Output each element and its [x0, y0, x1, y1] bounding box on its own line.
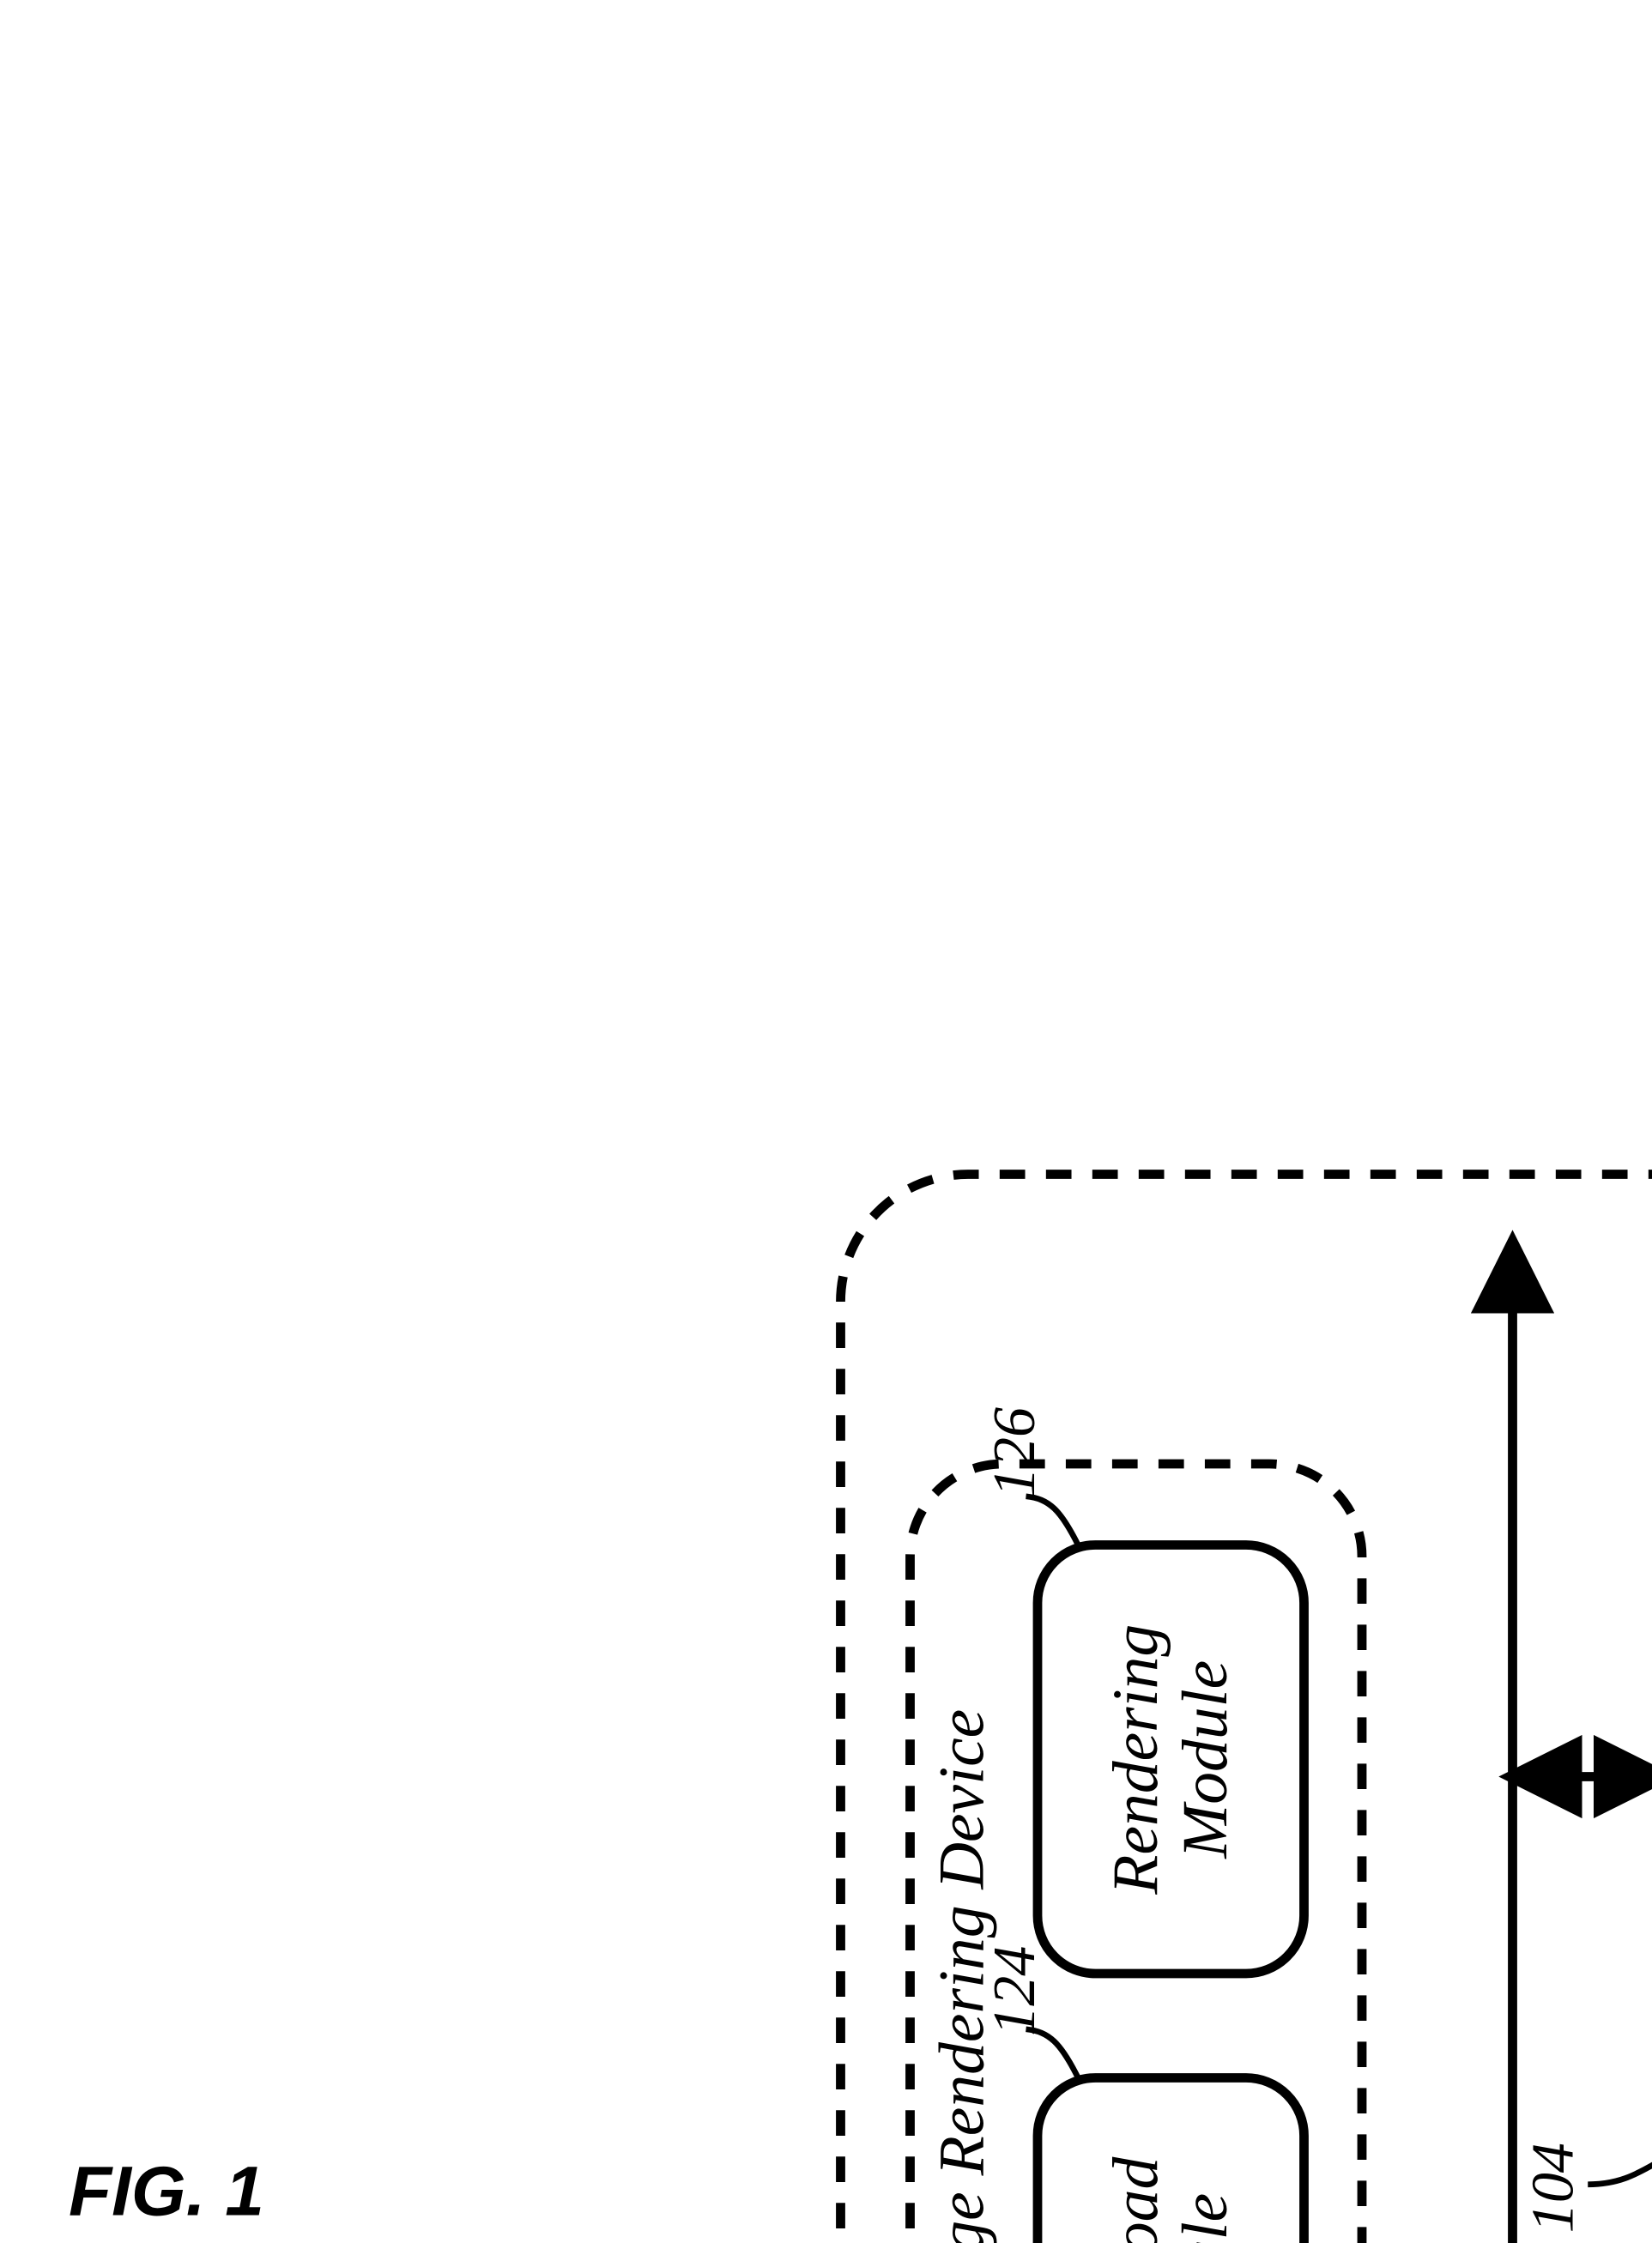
- download-module-l2: Module: [1170, 2193, 1241, 2243]
- leader-104: [1588, 2159, 1652, 2185]
- download-module-l1: Download: [1100, 2157, 1171, 2243]
- rendering-module-l2: Module: [1170, 1660, 1241, 1859]
- figure-label: FIG. 1: [69, 2153, 264, 2231]
- ref-124: 124: [981, 1946, 1048, 2036]
- ref-126: 126: [981, 1407, 1048, 1497]
- leader-126: [1026, 1496, 1079, 1545]
- diagram-root: 100 Imaging System 106 Image Rendering D…: [0, 0, 1652, 2243]
- ref-104: 104: [1520, 2143, 1587, 2233]
- rendering-module-l1: Rendering: [1100, 1624, 1171, 1895]
